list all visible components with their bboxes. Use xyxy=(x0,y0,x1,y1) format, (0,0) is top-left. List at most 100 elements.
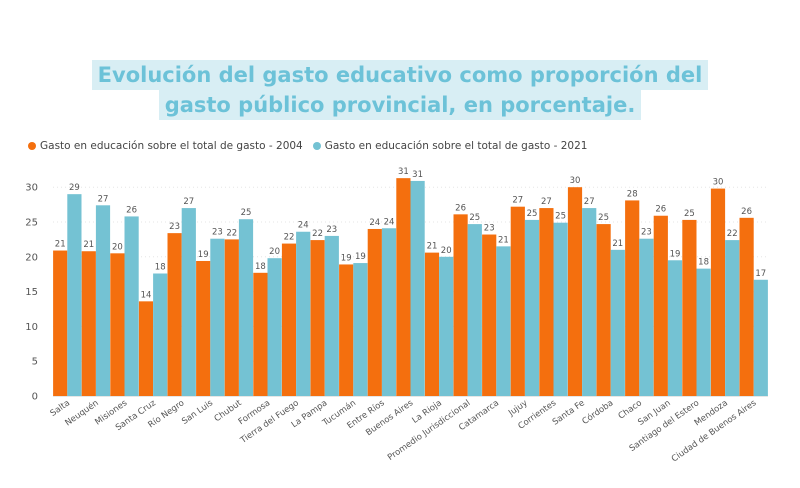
bar-2004 xyxy=(710,188,726,396)
data-label: 18 xyxy=(698,258,709,268)
data-label: 24 xyxy=(369,218,380,228)
data-label: 21 xyxy=(612,239,623,249)
bar-2004 xyxy=(339,264,354,396)
data-label: 20 xyxy=(269,247,280,257)
data-label: 22 xyxy=(727,229,738,239)
data-label: 19 xyxy=(341,253,352,263)
data-label: 23 xyxy=(641,228,652,238)
bar-2021 xyxy=(67,194,82,396)
data-label: 30 xyxy=(713,178,724,188)
data-label: 21 xyxy=(427,242,438,252)
bar-2021 xyxy=(353,263,368,396)
y-tick-label: 20 xyxy=(25,252,38,263)
data-label: 21 xyxy=(55,240,66,250)
legend-label-2004: Gasto en educación sobre el total de gas… xyxy=(40,140,303,152)
data-label: 29 xyxy=(69,183,80,193)
bar-2004 xyxy=(310,240,325,396)
bar-2004 xyxy=(167,233,182,396)
legend-item-2021: Gasto en educación sobre el total de gas… xyxy=(312,140,588,152)
bar-2021 xyxy=(582,208,597,396)
data-label: 18 xyxy=(255,262,266,272)
data-label: 27 xyxy=(183,197,194,207)
bar-2021 xyxy=(267,258,282,396)
bar-2004 xyxy=(224,239,239,396)
data-label: 27 xyxy=(98,194,109,204)
bar-2021 xyxy=(667,260,683,396)
data-label: 26 xyxy=(741,207,752,217)
data-label: 25 xyxy=(684,209,695,219)
bar-2021 xyxy=(381,228,397,396)
legend-dot-2004 xyxy=(28,142,36,150)
bar-2004 xyxy=(739,217,754,396)
bar-2004 xyxy=(682,219,697,396)
data-label: 27 xyxy=(584,197,595,207)
bar-2021 xyxy=(181,208,196,396)
bar-2021 xyxy=(238,219,254,396)
bar-2021 xyxy=(324,235,339,396)
y-tick-label: 25 xyxy=(25,218,38,229)
data-label: 20 xyxy=(112,242,123,252)
chart-title: Evolución del gasto educativo como propo… xyxy=(0,60,800,120)
data-label: 14 xyxy=(141,290,152,300)
bar-2004 xyxy=(253,272,268,396)
data-label: 25 xyxy=(469,213,480,223)
data-label: 23 xyxy=(169,222,180,232)
data-label: 20 xyxy=(441,246,452,256)
bar-2021 xyxy=(410,180,425,396)
data-label: 25 xyxy=(555,212,566,222)
bar-2004 xyxy=(625,200,640,396)
bar-2021 xyxy=(725,240,740,396)
bar-2021 xyxy=(610,249,625,396)
data-label: 31 xyxy=(412,170,423,180)
bar-2004 xyxy=(138,301,154,396)
data-label: 24 xyxy=(298,221,309,231)
data-label: 25 xyxy=(241,208,252,218)
y-tick-label: 10 xyxy=(25,322,38,333)
data-label: 22 xyxy=(226,228,237,238)
data-label: 26 xyxy=(126,205,137,215)
bar-2021 xyxy=(124,216,139,396)
data-label: 26 xyxy=(655,205,666,215)
legend-label-2021: Gasto en educación sobre el total de gas… xyxy=(324,140,588,152)
y-tick-label: 0 xyxy=(32,392,38,403)
data-label: 30 xyxy=(570,176,581,186)
bar-2004 xyxy=(53,250,68,396)
bar-2004 xyxy=(653,215,668,396)
x-tick-label: San Luis xyxy=(180,398,215,427)
legend-item-2004: Gasto en educación sobre el total de gas… xyxy=(28,140,303,152)
title-line-2: gasto público provincial, en porcentaje. xyxy=(158,90,642,120)
bar-2021 xyxy=(553,222,568,396)
y-tick-label: 5 xyxy=(32,357,38,368)
bar-2021 xyxy=(439,256,454,396)
y-tick-label: 30 xyxy=(25,183,38,194)
bar-2004 xyxy=(196,260,211,396)
data-label: 19 xyxy=(670,249,681,259)
bar-2004 xyxy=(510,206,525,396)
data-label: 19 xyxy=(198,250,209,260)
bar-2021 xyxy=(753,279,768,396)
bar-2004 xyxy=(539,208,554,396)
data-label: 27 xyxy=(512,196,523,206)
bar-2021 xyxy=(496,246,511,396)
bar-2004 xyxy=(110,253,125,396)
data-label: 17 xyxy=(755,269,766,279)
data-label: 21 xyxy=(83,240,94,250)
data-label: 26 xyxy=(455,203,466,213)
legend-dot-2021 xyxy=(312,142,321,150)
title-line-1: Evolución del gasto educativo como propo… xyxy=(91,60,709,90)
bar-2021 xyxy=(467,224,482,396)
bar-2004 xyxy=(81,251,96,396)
bar-2004 xyxy=(367,228,382,396)
data-label: 18 xyxy=(155,263,166,273)
bar-2004 xyxy=(424,252,440,396)
y-tick-label: 15 xyxy=(25,287,38,298)
x-tick-label: Santa Fe xyxy=(551,398,587,427)
data-label: 22 xyxy=(312,229,323,239)
data-label: 21 xyxy=(498,235,509,245)
data-label: 24 xyxy=(384,217,395,227)
data-label: 25 xyxy=(598,213,609,223)
bar-2004 xyxy=(482,234,497,396)
bar-2004 xyxy=(281,243,297,396)
bar-2021 xyxy=(524,219,540,396)
